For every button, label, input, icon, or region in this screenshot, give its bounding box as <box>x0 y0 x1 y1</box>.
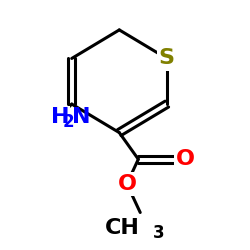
Text: 3: 3 <box>152 224 164 242</box>
Text: O: O <box>118 174 137 194</box>
Text: N: N <box>72 108 90 128</box>
Text: S: S <box>159 48 175 68</box>
Text: 2: 2 <box>63 113 75 131</box>
Text: CH: CH <box>104 218 140 238</box>
Text: H: H <box>51 108 69 128</box>
Text: O: O <box>176 149 195 169</box>
